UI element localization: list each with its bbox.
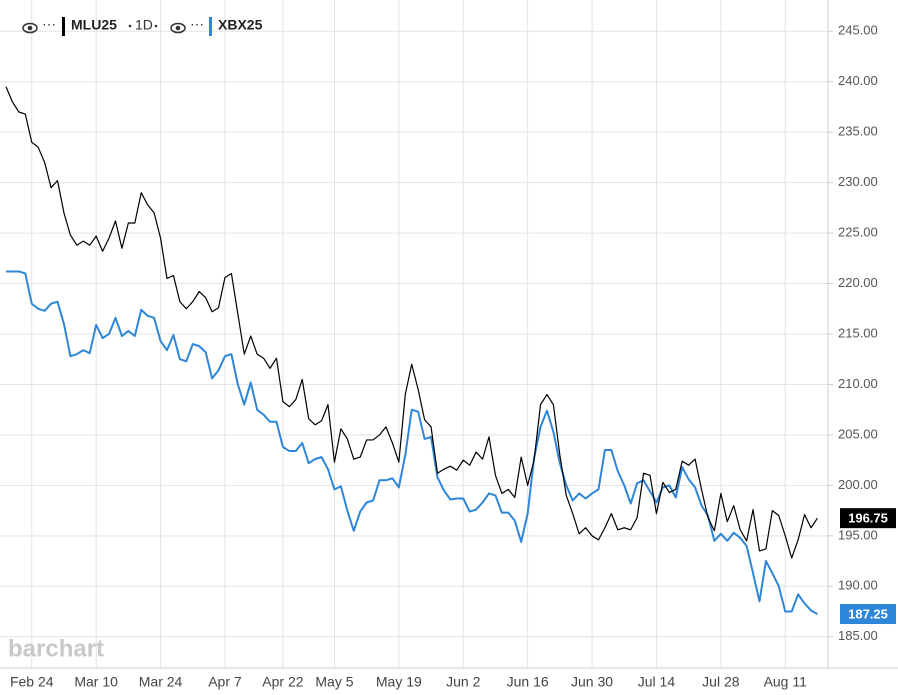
x-tick-label: Mar 10: [74, 674, 118, 690]
eye-icon[interactable]: [22, 22, 38, 34]
x-tick-label: Jun 30: [571, 674, 613, 690]
y-tick-label: 230.00: [838, 174, 878, 189]
x-tick-label: Jul 14: [638, 674, 676, 690]
legend-label: XBX25: [218, 17, 263, 33]
legend-label: MLU25: [71, 17, 117, 33]
y-tick-label: 245.00: [838, 23, 878, 38]
y-tick-label: 190.00: [838, 578, 878, 593]
x-tick-label: Apr 7: [208, 674, 242, 690]
x-tick-label: Aug 11: [764, 674, 808, 690]
y-tick-label: 205.00: [838, 426, 878, 441]
legend-swatch: [62, 17, 65, 36]
y-tick-label: 240.00: [838, 73, 878, 88]
y-tick-label: 185.00: [838, 628, 878, 643]
menu-dots[interactable]: ···: [42, 16, 56, 32]
series-group: [5, 86, 818, 615]
menu-dots[interactable]: ···: [190, 16, 204, 32]
y-tick-label: 220.00: [838, 275, 878, 290]
x-tick-label: May 5: [315, 674, 353, 690]
y-tick-label: 195.00: [838, 527, 878, 542]
series-line: [5, 86, 818, 559]
last-value-box: [840, 604, 896, 625]
y-tick-label: 215.00: [838, 325, 878, 340]
last-value-label: 187.25: [848, 606, 888, 621]
y-tick-label: 225.00: [838, 225, 878, 240]
last-value-label: 196.75: [848, 511, 888, 526]
dot: [154, 24, 158, 28]
x-tick-label: Feb 24: [10, 674, 54, 690]
x-tick-label: Apr 22: [262, 674, 303, 690]
last-value-box: [840, 508, 896, 529]
legend: ··· MLU25 1D ··· XBX25: [22, 16, 263, 36]
y-tick-label: 200.00: [838, 477, 878, 492]
dot: [128, 24, 132, 28]
labels: 185.00 190.00 195.00 200.00 205.00 210.00 215.…: [10, 23, 896, 690]
interval[interactable]: 1D: [135, 17, 153, 33]
x-tick-label: Jun 16: [507, 674, 549, 690]
x-tick-label: Mar 24: [139, 674, 183, 690]
x-tick-label: Jun 2: [446, 674, 480, 690]
legend-swatch: [209, 17, 212, 36]
x-tick-label: Jul 28: [702, 674, 740, 690]
eye-icon[interactable]: [170, 22, 186, 34]
grid: [0, 0, 833, 668]
x-tick-label: May 19: [376, 674, 422, 690]
y-tick-label: 235.00: [838, 124, 878, 139]
y-tick-label: 210.00: [838, 376, 878, 391]
series-line: [6, 270, 818, 615]
watermark: barchart: [8, 635, 104, 662]
